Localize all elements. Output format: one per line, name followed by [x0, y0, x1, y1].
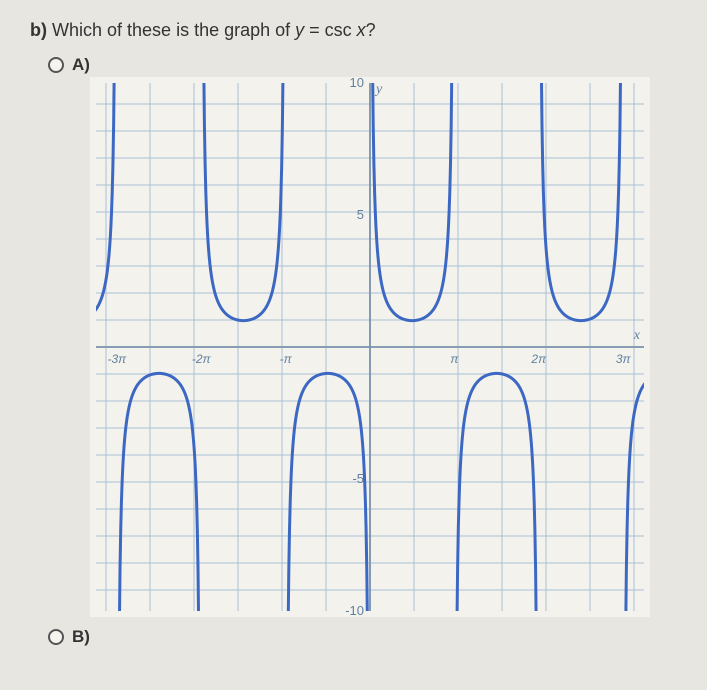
part-label: b): [30, 20, 47, 40]
svg-text:10: 10: [350, 77, 364, 90]
chart-a: y x 10 5 -5 -10 -3π -2π -π π 2π 3π: [90, 77, 677, 617]
svg-text:2π: 2π: [530, 352, 547, 366]
option-b-row[interactable]: B): [48, 627, 677, 647]
svg-text:y: y: [374, 82, 383, 97]
svg-text:-π: -π: [280, 352, 293, 366]
option-a-label: A): [72, 55, 90, 75]
question-text: b) Which of these is the graph of y = cs…: [30, 20, 677, 41]
option-a-row[interactable]: A): [48, 55, 677, 75]
svg-text:-10: -10: [345, 603, 364, 617]
question-stem: Which of these is the graph of: [52, 20, 295, 40]
csc-chart: y x 10 5 -5 -10 -3π -2π -π π 2π 3π: [90, 77, 650, 617]
svg-text:3π: 3π: [616, 352, 632, 366]
option-b-label: B): [72, 627, 90, 647]
var-x: x: [357, 20, 366, 40]
svg-text:5: 5: [357, 207, 364, 222]
qmark: ?: [366, 20, 376, 40]
svg-text:-5: -5: [352, 471, 364, 486]
svg-text:-3π: -3π: [107, 352, 127, 366]
eq-text: = csc: [304, 20, 357, 40]
radio-a[interactable]: [48, 57, 64, 73]
svg-text:-2π: -2π: [192, 352, 212, 366]
svg-text:π: π: [450, 352, 459, 366]
var-y: y: [295, 20, 304, 40]
radio-b[interactable]: [48, 629, 64, 645]
svg-text:x: x: [633, 328, 641, 343]
